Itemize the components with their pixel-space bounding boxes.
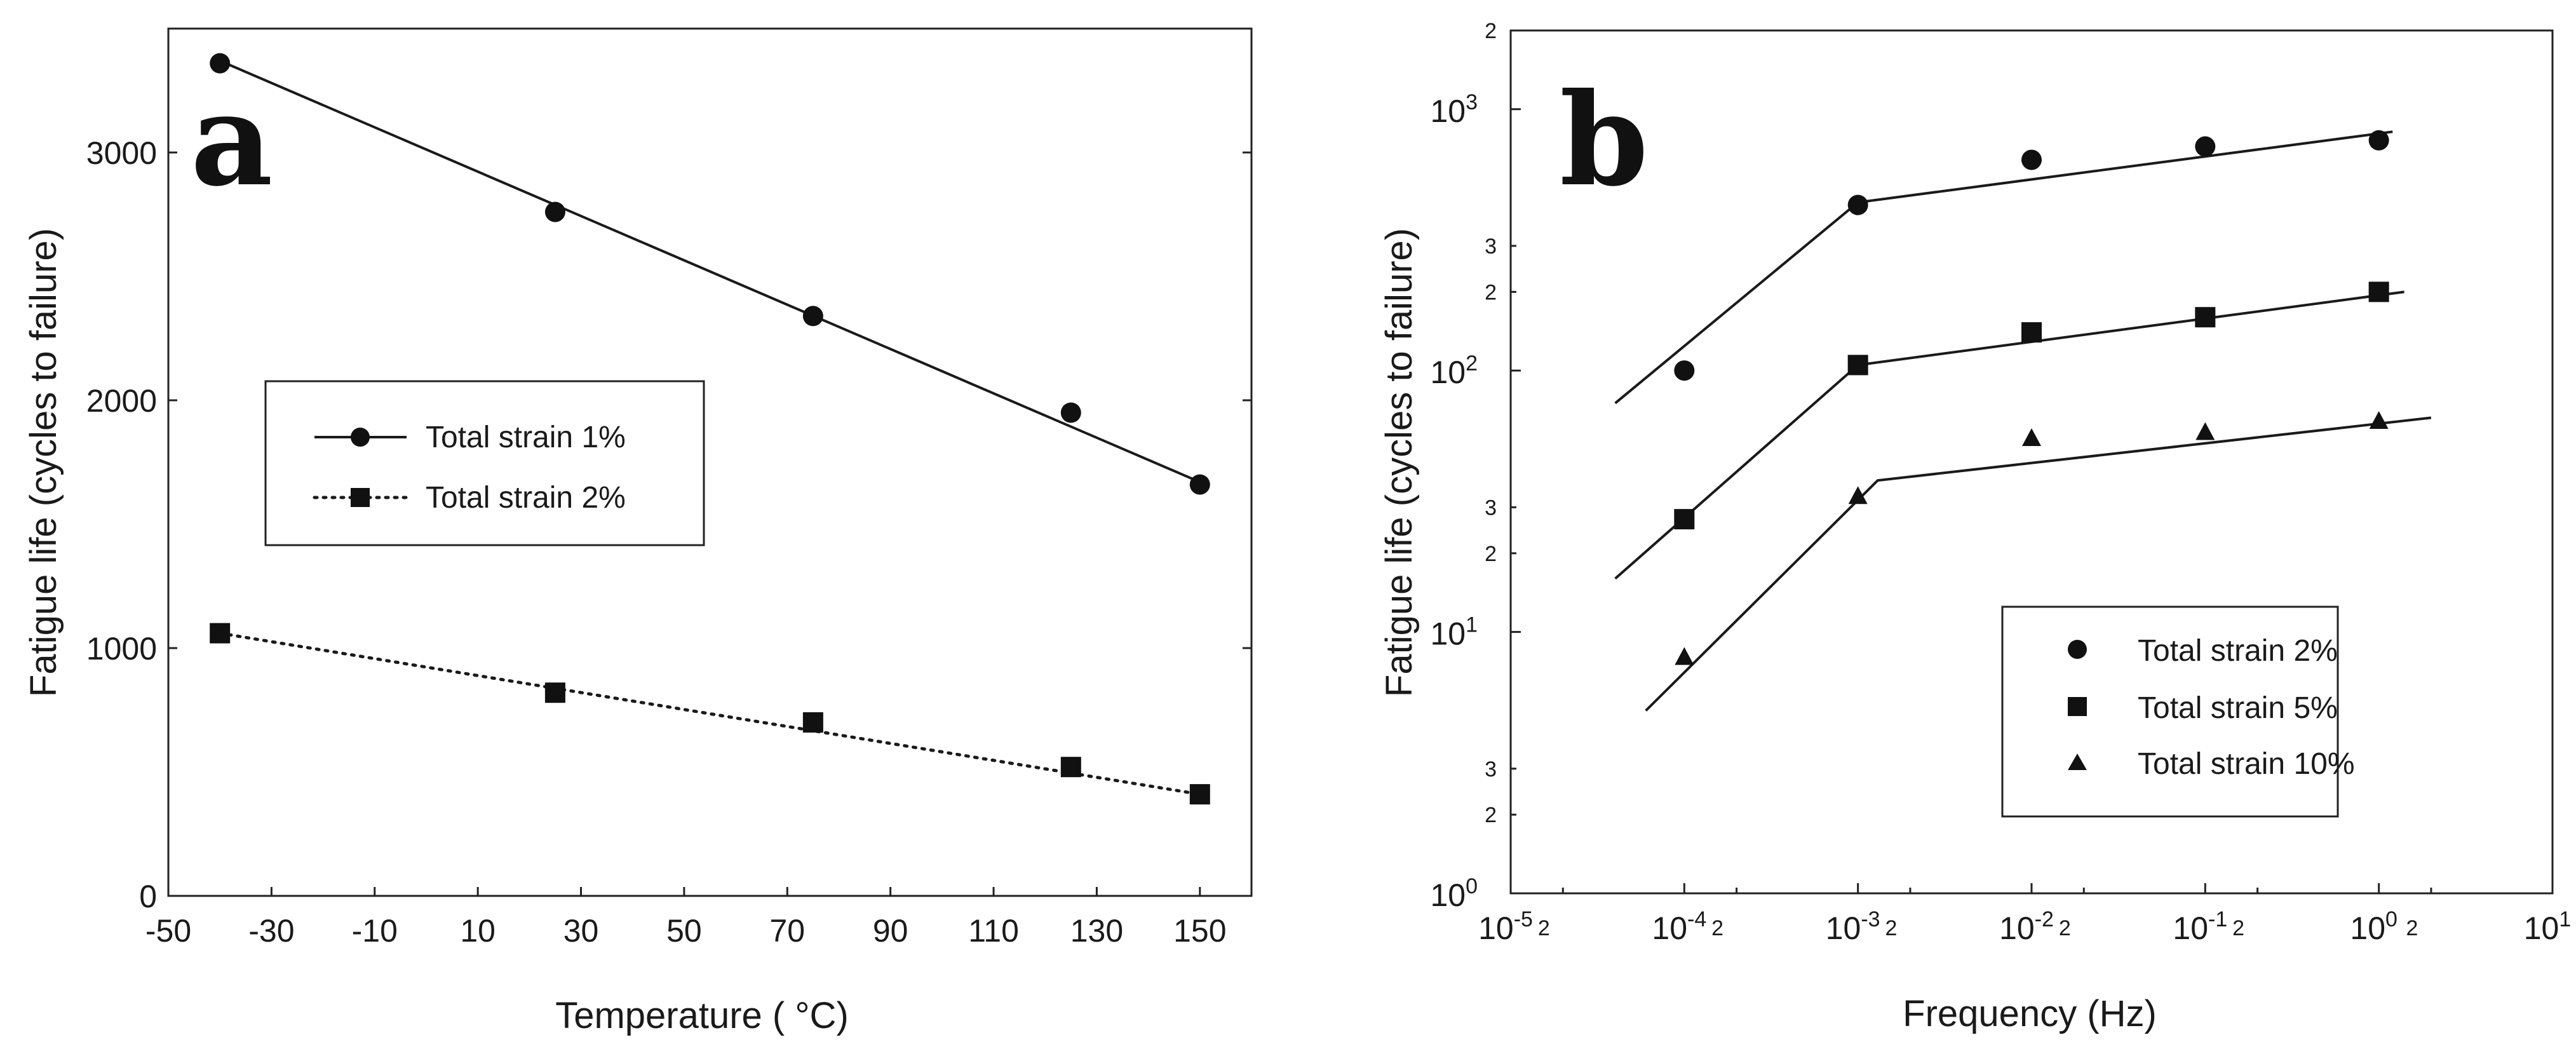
data-point-series-2 <box>2368 281 2389 302</box>
data-point-series-1 <box>210 53 231 74</box>
panel-a-y-axis-label: Fatigue life (cycles to failure) <box>23 228 64 697</box>
y-minor-tick-label: 3 <box>1485 234 1497 259</box>
x-tick-label: 90 <box>873 913 908 949</box>
panel-a-plot-frame <box>167 27 1253 897</box>
x-minor-tick-label: 2 <box>2232 916 2244 940</box>
panel-b-y-axis-label: Fatigue life (cycles to failure) <box>1379 228 1420 697</box>
panel-a-legend: Total strain 1% Total strain 2% <box>264 380 705 546</box>
panel-b-legend: Total strain 2% Total strain 5% Total st… <box>2001 606 2355 818</box>
x-minor-tick-label: 2 <box>1538 916 1550 940</box>
fit-line-series-1 <box>1614 130 2393 405</box>
x-minor-tick-label: 2 <box>2059 916 2071 940</box>
legend-label-strain-5pct: Total strain 5% <box>2138 691 2338 725</box>
y-tick-label: 1000 <box>86 631 157 667</box>
y-minor-tick-label: 2 <box>1485 280 1497 304</box>
y-minor-tick-label: 2 <box>1485 803 1497 827</box>
data-point-series-2 <box>2195 307 2216 328</box>
data-point-series-3 <box>1675 647 1694 665</box>
y-tick-label: 102 <box>1430 351 1478 390</box>
panel-b-x-axis-label: Frequency (Hz) <box>1903 993 2157 1034</box>
data-point-series-1 <box>1189 474 1210 495</box>
y-minor-tick-label: 2 <box>1485 19 1497 43</box>
fit-line-series-1 <box>219 59 1201 484</box>
data-point-series-1 <box>1060 402 1081 423</box>
legend-marker-triangle <box>2068 754 2087 770</box>
data-point-series-1 <box>2021 149 2042 170</box>
y-minor-tick-label: 3 <box>1485 757 1497 782</box>
x-tick-label: 10-3 <box>1826 907 1880 946</box>
x-tick-label: 101 <box>2524 907 2572 946</box>
data-point-series-2 <box>1060 757 1081 778</box>
y-tick-label: 3000 <box>86 135 157 171</box>
x-tick-label: -50 <box>145 913 191 949</box>
y-tick-label: 0 <box>139 879 157 914</box>
data-point-series-2 <box>1847 355 1868 376</box>
x-tick-label: 10-5 <box>1478 907 1533 946</box>
x-tick-label: 150 <box>1173 913 1226 949</box>
data-point-series-1 <box>544 201 565 222</box>
y-minor-tick-label: 2 <box>1485 542 1497 566</box>
x-tick-label: 100 <box>2350 907 2397 946</box>
y-tick-label: 103 <box>1430 90 1478 129</box>
data-point-series-3 <box>1848 486 1868 504</box>
data-point-series-2 <box>1674 509 1695 530</box>
x-tick-label: -30 <box>248 913 294 949</box>
legend-label-strain-10pct: Total strain 10% <box>2138 747 2355 781</box>
data-point-series-1 <box>802 306 823 327</box>
x-tick-label: 130 <box>1070 913 1123 949</box>
legend-marker-circle <box>2068 640 2087 659</box>
x-minor-tick-label: 2 <box>2406 916 2418 940</box>
legend-marker-circle <box>351 428 370 447</box>
x-tick-label: 10-2 <box>1999 907 2054 946</box>
data-point-series-2 <box>802 712 823 733</box>
fit-line-series-2 <box>218 632 1202 796</box>
x-tick-label: -10 <box>352 913 398 949</box>
panel-b-chart: b 10-5 10-4 10-3 10-2 10-1 100 101 2 2 2 2 2 2 100 101… <box>1379 19 2571 1034</box>
panel-a-chart: a -50 -30 -10 10 30 50 70 90 110 130 150 0 1000 2000 3… <box>23 27 1253 1036</box>
x-minor-tick-label: 2 <box>1885 916 1897 940</box>
panel-b-legend-box <box>2001 606 2339 818</box>
legend-label-strain-1: Total strain 1% <box>426 421 626 454</box>
data-point-series-1 <box>2368 130 2389 151</box>
y-tick-label: 100 <box>1430 874 1478 913</box>
x-tick-label: 10 <box>460 913 496 949</box>
data-point-series-2 <box>544 682 565 703</box>
data-point-series-3 <box>2195 422 2215 440</box>
panel-a-x-axis-label: Temperature ( °C) <box>555 995 849 1036</box>
data-point-series-2 <box>2021 322 2042 343</box>
data-point-series-1 <box>1847 194 1868 215</box>
legend-label-strain-2pct: Total strain 2% <box>2138 634 2338 668</box>
y-minor-tick-label: 3 <box>1485 496 1497 520</box>
x-tick-label: 10-4 <box>1652 907 1706 946</box>
y-tick-label: 101 <box>1430 613 1478 652</box>
panel-a-legend-box <box>264 380 705 546</box>
x-minor-tick-label: 2 <box>1711 916 1723 940</box>
data-point-series-1 <box>2195 136 2216 157</box>
legend-label-strain-2: Total strain 2% <box>426 481 626 515</box>
data-point-series-2 <box>210 623 231 644</box>
x-tick-label: 10-1 <box>2173 907 2227 946</box>
legend-marker-square <box>2068 697 2087 716</box>
x-tick-label: 50 <box>666 913 702 949</box>
data-point-series-1 <box>1674 360 1695 381</box>
data-point-series-2 <box>1189 784 1210 805</box>
x-tick-label: 30 <box>563 913 599 949</box>
x-tick-label: 110 <box>968 913 1019 949</box>
panel-a-letter: a <box>191 65 273 215</box>
data-point-series-3 <box>2369 410 2389 429</box>
fit-line-series-3 <box>1645 416 2432 712</box>
panel-b-letter: b <box>1560 65 1649 215</box>
legend-marker-square <box>351 488 370 507</box>
y-tick-label: 2000 <box>86 383 157 419</box>
x-tick-label: 70 <box>769 913 805 949</box>
data-point-series-3 <box>2022 428 2041 447</box>
